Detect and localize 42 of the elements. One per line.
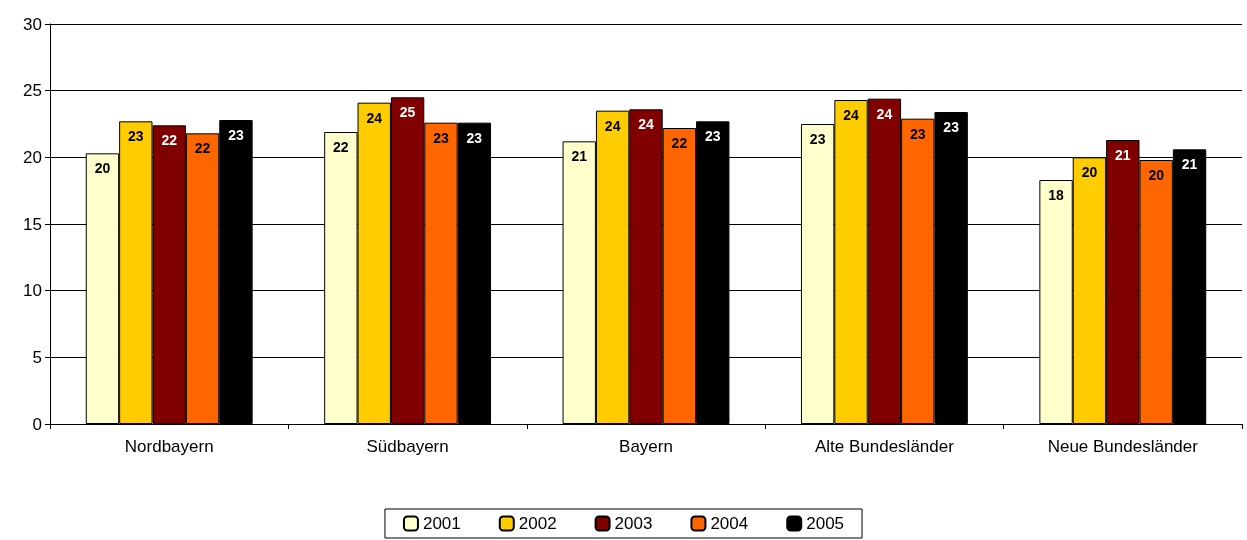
- data-label: 22: [194, 140, 211, 157]
- data-label: 20: [94, 160, 111, 177]
- y-tick-label: 30: [23, 14, 42, 34]
- data-label: 21: [571, 148, 588, 165]
- data-label: 18: [1048, 187, 1065, 203]
- y-tick-label: 10: [23, 281, 42, 301]
- legend-label: 2004: [710, 514, 749, 533]
- x-tick-label: Nordbayern: [124, 437, 214, 456]
- x-tick-label: Neue Bundesländer: [1047, 437, 1199, 456]
- data-label: 23: [909, 125, 926, 142]
- legend-label: 2001: [422, 514, 461, 533]
- data-label: 22: [333, 139, 349, 155]
- data-label: 23: [466, 129, 483, 146]
- data-label: 21: [1115, 147, 1131, 163]
- legend-label: 2002: [518, 514, 557, 533]
- data-label: 23: [433, 129, 449, 146]
- data-label: 24: [876, 105, 893, 122]
- data-label: 24: [366, 109, 383, 126]
- y-tick-label: 0: [32, 414, 42, 434]
- y-tick-label: 5: [32, 347, 42, 367]
- x-tick-label: Alte Bundesländer: [814, 437, 955, 456]
- data-label: 23: [128, 128, 144, 145]
- data-label: 22: [161, 132, 178, 149]
- data-label: 23: [943, 119, 960, 135]
- data-label: 23: [228, 127, 244, 143]
- legend-label: 2005: [806, 514, 845, 533]
- data-label: 24: [843, 107, 860, 123]
- y-tick-label: 20: [23, 147, 42, 167]
- data-label: 22: [671, 135, 688, 151]
- x-tick-label: Bayern: [619, 437, 673, 456]
- x-tick-label: Südbayern: [366, 437, 449, 456]
- data-label: 24: [604, 117, 621, 134]
- y-tick-label: 25: [23, 81, 42, 101]
- data-label: 23: [809, 131, 826, 147]
- data-label: 20: [1081, 164, 1098, 181]
- data-label: 24: [638, 116, 654, 133]
- data-label: 20: [1148, 167, 1165, 183]
- data-label: 23: [704, 128, 721, 145]
- data-label: 21: [1181, 156, 1198, 173]
- data-label: 25: [399, 104, 416, 121]
- legend-label: 2003: [614, 514, 653, 533]
- y-tick-label: 15: [23, 214, 42, 234]
